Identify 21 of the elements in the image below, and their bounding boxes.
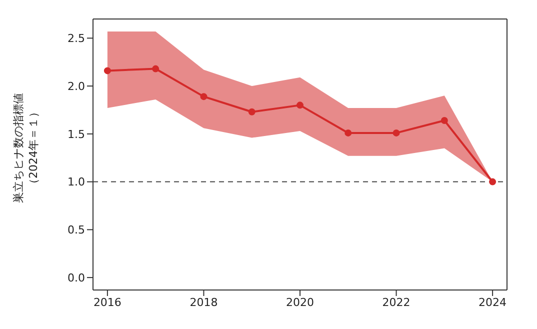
- y-tick-label: 2.5: [68, 32, 85, 46]
- x-tick-label: 2022: [382, 296, 410, 309]
- y-tick-label: 2.0: [68, 80, 85, 93]
- point: [104, 67, 111, 74]
- y-tick-label: 0.5: [68, 224, 85, 237]
- y-tick-label: 1.5: [68, 128, 85, 141]
- x-tick-label: 2020: [286, 296, 314, 309]
- point: [296, 102, 304, 109]
- point: [392, 129, 400, 136]
- point: [200, 93, 208, 100]
- x-tick-label: 2016: [93, 296, 122, 309]
- x-tick-label: 2018: [190, 296, 218, 309]
- point: [248, 108, 256, 116]
- point: [440, 117, 448, 124]
- point: [489, 178, 496, 186]
- x-tick-label: 2024: [478, 296, 507, 309]
- y-tick-label: 0.0: [68, 271, 85, 284]
- y-tick-label: 1.0: [68, 176, 85, 189]
- point: [152, 65, 160, 72]
- y-axis-title: 巣立ちヒナ数の指標値（2024年＝１）: [12, 93, 40, 203]
- point: [344, 129, 352, 136]
